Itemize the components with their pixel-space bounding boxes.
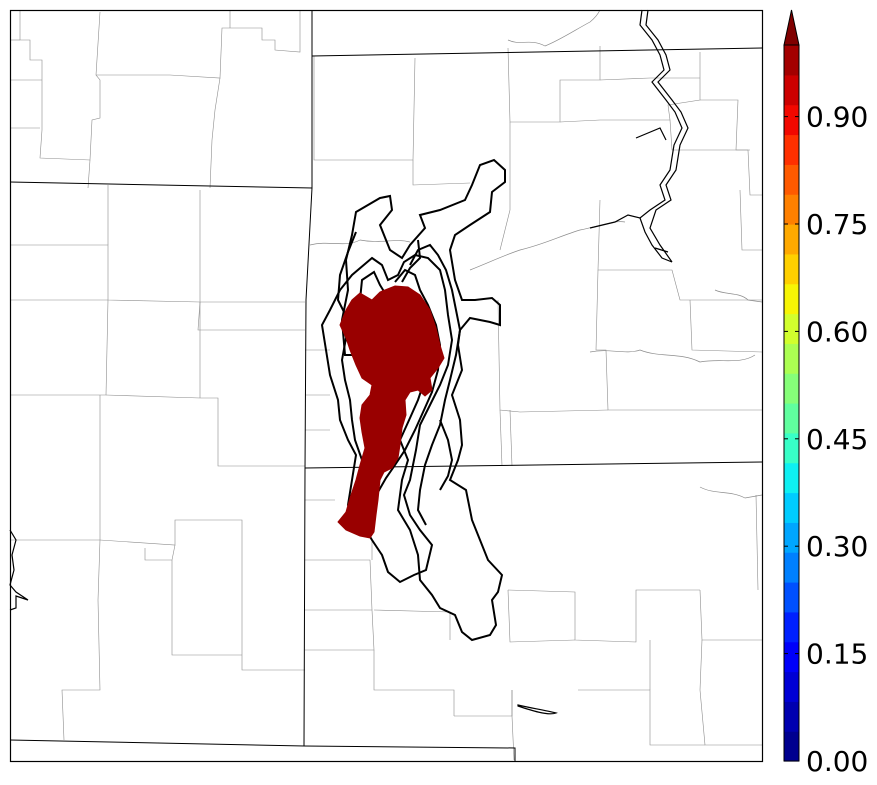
colorbar-level-3 xyxy=(784,641,799,673)
colorbar-level-20 xyxy=(784,134,799,165)
colorbar-frame xyxy=(783,44,800,762)
colorbar-level-4 xyxy=(784,611,799,643)
state-boundaries xyxy=(9,10,763,761)
colorbar-level-15 xyxy=(784,283,799,315)
colorbar-level-12 xyxy=(784,373,799,404)
colorbar-tick-label: 0.45 xyxy=(806,423,868,456)
colorbar-level-14 xyxy=(784,313,799,344)
colorbar-level-23 xyxy=(784,45,799,76)
colorbar-ticks: 0.00 0.15 0.30 0.45 0.60 0.75 0.90 xyxy=(784,101,868,778)
colorbar-level-11 xyxy=(784,403,799,434)
colorbar-level-0 xyxy=(784,731,799,762)
colorbar-level-10 xyxy=(784,432,799,464)
colorbar-levels xyxy=(784,45,799,762)
colorbar-tick-label: 0.15 xyxy=(806,638,868,671)
missouri-river xyxy=(589,9,689,263)
colorbar-level-7 xyxy=(784,522,799,553)
colorbar-tick-label: 0.00 xyxy=(806,745,868,778)
colorbar-tick-label: 0.30 xyxy=(806,530,868,563)
colorbar-level-22 xyxy=(784,74,799,106)
lake-feature xyxy=(517,704,558,715)
river-boundaries xyxy=(309,9,763,499)
colorbar-level-8 xyxy=(784,492,799,523)
colorbar-level-13 xyxy=(784,343,799,374)
colorbar-level-18 xyxy=(784,194,799,225)
county-boundaries xyxy=(10,10,763,761)
colorbar-level-1 xyxy=(784,701,799,732)
west-edge-feature xyxy=(9,529,29,611)
colorbar-level-21 xyxy=(784,104,799,136)
colorbar-level-17 xyxy=(784,224,799,255)
colorbar-max-extension xyxy=(783,9,800,46)
probability-fill-region xyxy=(337,285,445,539)
colorbar-level-16 xyxy=(784,253,799,285)
colorbar-tick-label: 0.75 xyxy=(806,208,868,241)
colorbar-level-19 xyxy=(784,164,799,195)
colorbar-tick-label: 0.90 xyxy=(806,101,868,134)
colorbar-level-9 xyxy=(784,462,799,494)
map-frame xyxy=(9,9,764,763)
colorbar-level-6 xyxy=(784,552,799,583)
colorbar-level-2 xyxy=(784,671,799,702)
colorbar-tick-label: 0.60 xyxy=(806,315,868,348)
colorbar-level-5 xyxy=(784,582,799,613)
